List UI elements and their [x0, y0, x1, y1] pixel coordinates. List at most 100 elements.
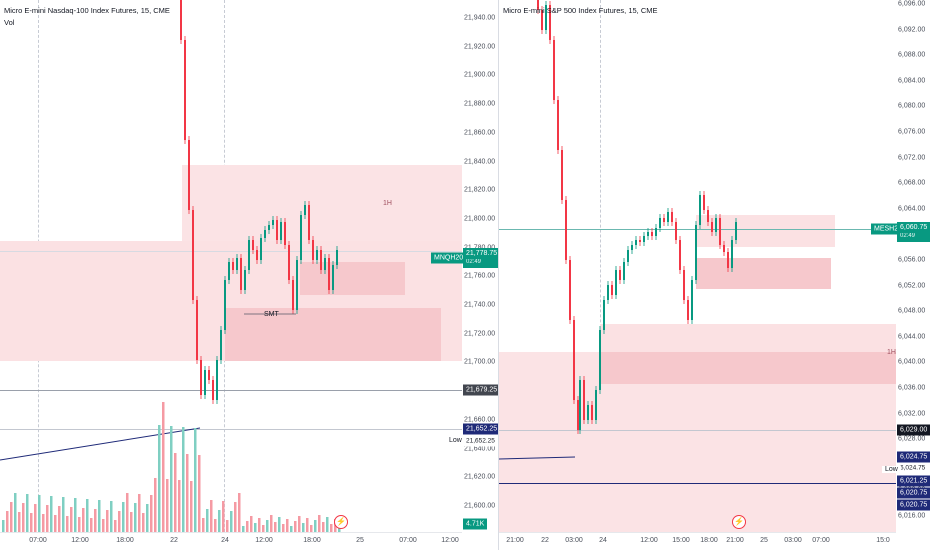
time-tick: 12:00	[255, 537, 273, 544]
price-tick: 6,068.00	[898, 179, 926, 187]
price-tick: 6,084.00	[898, 77, 926, 85]
price-tick: 6,096.00	[898, 0, 926, 8]
level-tag: 6,029.00	[897, 424, 931, 436]
current-price-tag: MNQH2025	[431, 252, 474, 264]
price-tick: 6,044.00	[898, 333, 926, 341]
level-tag: 21,679.25	[463, 384, 498, 396]
time-tick: 22	[541, 537, 549, 544]
sp500-time-axis[interactable]: 21:00 22 03:00 24 12:00 15:00 18:00 21:00 25 03:0…	[499, 532, 896, 550]
level-line	[499, 430, 896, 431]
time-tick: 25	[356, 537, 364, 544]
symbol-title: Micro E-mini Nasdaq-100 Index Futures, 1…	[4, 6, 170, 15]
current-price-value: 21,778.75 02:49	[463, 248, 498, 268]
chart-legend: Micro E-mini S&P 500 Index Futures, 15, …	[503, 5, 658, 17]
price-tick: 6,016.00	[898, 512, 926, 520]
level-tag: 21,652.25	[463, 423, 498, 435]
price-tick: 21,880.00	[464, 100, 496, 108]
time-tick: 12:00	[640, 537, 658, 544]
fvg-zone-strong	[600, 352, 896, 384]
level-tag: 6,020.75	[897, 487, 931, 499]
nasdaq-time-axis[interactable]: 07:00 12:00 18:00 22 24 12:00 18:00 25 07:00 12:0…	[0, 532, 462, 550]
sp500-plot-area[interactable]: 1H ⚡ Micro E-mini S&P 500 Index Futures,…	[499, 0, 896, 532]
price-tick: 6,052.00	[898, 282, 926, 290]
time-tick: 15:0	[876, 537, 890, 544]
smt-label: SMT	[264, 311, 279, 318]
price-tick: 21,840.00	[464, 158, 496, 165]
lightning-icon[interactable]: ⚡	[334, 515, 348, 529]
price-tick: 21,740.00	[464, 301, 496, 309]
fvg-zone	[300, 262, 405, 295]
time-tick: 18:00	[303, 537, 321, 544]
sp500-chart-pane[interactable]: 1H ⚡ Micro E-mini S&P 500 Index Futures,…	[499, 0, 932, 550]
nasdaq-plot-area[interactable]: 1H SMT ⚡ Micro E-mini Nasdaq-100 Index F…	[0, 0, 462, 532]
price-tick: 21,900.00	[464, 71, 496, 79]
volume-tag: 4.71K	[463, 518, 488, 530]
price-tick: 21,660.00	[464, 416, 496, 424]
price-tick: 6,056.00	[898, 256, 926, 264]
time-tick: 24	[599, 537, 607, 544]
timeframe-label: 1H	[887, 349, 896, 356]
demand-zone	[225, 308, 441, 361]
price-line	[499, 229, 896, 230]
symbol-title: Micro E-mini S&P 500 Index Futures, 15, …	[503, 6, 658, 15]
fvg-zone	[696, 258, 831, 289]
price-tick: 6,040.00	[898, 358, 926, 366]
low-line	[0, 429, 462, 430]
price-tick: 21,940.00	[464, 14, 496, 22]
price-value: 6,060.75	[900, 224, 928, 231]
countdown: 02:49	[466, 259, 482, 265]
level-tag: 6,021.25	[897, 475, 931, 487]
price-tick: 6,076.00	[898, 128, 926, 136]
time-tick: 18:00	[700, 537, 718, 544]
price-tick: 6,036.00	[898, 384, 926, 392]
time-tick: 25	[760, 537, 768, 544]
time-tick: 07:00	[812, 537, 830, 544]
price-tick: 6,032.00	[898, 410, 926, 418]
time-tick: 07:00	[399, 537, 417, 544]
low-label: Low	[446, 437, 465, 444]
price-tick: 21,860.00	[464, 129, 496, 137]
nasdaq-price-axis[interactable]: 21,940.00 21,920.00 21,900.00 21,880.00 21,8…	[462, 0, 498, 550]
nasdaq-candles	[0, 0, 341, 532]
price-tick: 6,092.00	[898, 26, 926, 34]
price-tick: 6,048.00	[898, 307, 926, 315]
price-tick: 21,640.00	[464, 445, 496, 452]
time-tick: 18:00	[116, 537, 134, 544]
price-tick: 6,028.00	[898, 435, 926, 443]
low-value: 21,652.25	[463, 435, 498, 447]
current-price-value: 6,060.75 02:49	[897, 222, 931, 242]
time-tick: 12:00	[71, 537, 89, 544]
time-tick: 21:00	[726, 537, 744, 544]
current-price-tag: MESH2025	[871, 223, 913, 235]
price-tick: 21,920.00	[464, 43, 496, 51]
supply-zone	[182, 165, 462, 243]
nasdaq-chart-pane[interactable]: 1H SMT ⚡ Micro E-mini Nasdaq-100 Index F…	[0, 0, 499, 550]
level-tag: 6,024.75	[897, 451, 931, 463]
price-tick: 6,064.00	[898, 205, 926, 213]
time-tick: 12:00	[441, 537, 459, 544]
low-label: Low	[882, 466, 901, 473]
vol-indicator-label: Vol	[4, 18, 15, 27]
time-tick: 03:00	[565, 537, 583, 544]
lightning-icon[interactable]: ⚡	[732, 515, 746, 529]
price-tick: 21,800.00	[464, 215, 496, 223]
level-line	[0, 390, 462, 391]
level-tag: 6,020.75	[897, 499, 931, 511]
price-value: 21,778.75	[466, 250, 498, 257]
time-tick: 15:00	[672, 537, 690, 544]
timeframe-label: 1H	[383, 200, 392, 207]
low-line	[499, 483, 896, 484]
price-tick: 6,072.00	[898, 154, 926, 162]
price-tick: 21,760.00	[464, 272, 496, 280]
price-tick: 21,600.00	[464, 502, 496, 510]
price-tick: 21,780.00	[464, 244, 495, 251]
price-tick: 21,820.00	[464, 186, 496, 194]
level-tag: 6,024.75	[897, 462, 929, 474]
countdown: 02:49	[900, 233, 916, 239]
price-tick: 21,620.00	[464, 473, 496, 481]
sp500-candles	[499, 0, 737, 460]
time-tick: 21:00	[506, 537, 524, 544]
chart-legend: Micro E-mini Nasdaq-100 Index Futures, 1…	[4, 5, 170, 29]
price-tick: 6,080.00	[898, 102, 926, 110]
time-tick: 07:00	[29, 537, 47, 544]
